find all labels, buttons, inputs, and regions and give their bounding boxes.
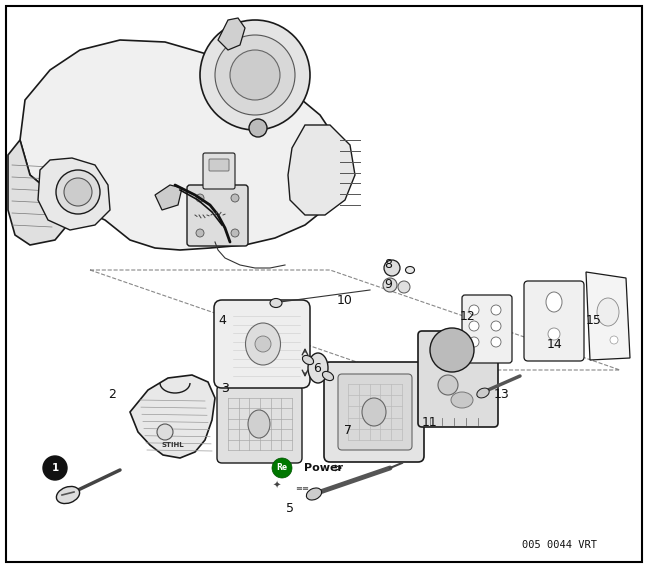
Circle shape xyxy=(43,456,67,480)
Polygon shape xyxy=(288,125,355,215)
Ellipse shape xyxy=(323,371,334,381)
FancyBboxPatch shape xyxy=(209,159,229,171)
FancyBboxPatch shape xyxy=(187,185,248,246)
Text: 005 0044 VRT: 005 0044 VRT xyxy=(522,540,597,550)
Ellipse shape xyxy=(303,356,314,365)
Circle shape xyxy=(469,337,479,347)
Circle shape xyxy=(430,328,474,372)
Circle shape xyxy=(469,321,479,331)
Polygon shape xyxy=(20,40,345,250)
Ellipse shape xyxy=(451,392,473,408)
Circle shape xyxy=(548,328,560,340)
Ellipse shape xyxy=(406,266,415,274)
Ellipse shape xyxy=(56,486,80,504)
Text: 2: 2 xyxy=(108,389,116,402)
Circle shape xyxy=(491,305,501,315)
Text: 11: 11 xyxy=(422,416,438,428)
Circle shape xyxy=(215,35,295,115)
Text: 8: 8 xyxy=(384,257,392,270)
Ellipse shape xyxy=(308,353,328,383)
Text: 5: 5 xyxy=(286,502,294,515)
Ellipse shape xyxy=(270,299,282,307)
Text: 7: 7 xyxy=(344,424,352,436)
Circle shape xyxy=(230,50,280,100)
Text: 3: 3 xyxy=(221,382,229,395)
Ellipse shape xyxy=(246,323,281,365)
Circle shape xyxy=(249,119,267,137)
Text: STIHL: STIHL xyxy=(162,442,184,448)
Polygon shape xyxy=(38,158,110,230)
Circle shape xyxy=(383,278,397,292)
Ellipse shape xyxy=(307,488,321,500)
Text: Power: Power xyxy=(304,463,343,473)
Circle shape xyxy=(398,281,410,293)
Circle shape xyxy=(384,260,400,276)
Text: 6: 6 xyxy=(313,361,321,374)
FancyBboxPatch shape xyxy=(214,300,310,388)
Circle shape xyxy=(272,458,292,478)
Circle shape xyxy=(491,321,501,331)
Circle shape xyxy=(231,229,239,237)
FancyBboxPatch shape xyxy=(524,281,584,361)
Text: 13: 13 xyxy=(494,387,510,400)
Circle shape xyxy=(196,229,204,237)
Polygon shape xyxy=(218,18,245,50)
Text: 9: 9 xyxy=(384,278,392,290)
Ellipse shape xyxy=(248,410,270,438)
Polygon shape xyxy=(130,375,215,458)
Circle shape xyxy=(491,337,501,347)
Text: ≡≡: ≡≡ xyxy=(295,483,309,492)
Ellipse shape xyxy=(477,388,489,398)
Circle shape xyxy=(200,20,310,130)
Circle shape xyxy=(610,336,618,344)
Circle shape xyxy=(231,194,239,202)
Ellipse shape xyxy=(546,292,562,312)
Circle shape xyxy=(157,424,173,440)
Circle shape xyxy=(255,336,271,352)
Text: Re: Re xyxy=(277,463,288,473)
Text: 1: 1 xyxy=(51,463,58,473)
Polygon shape xyxy=(155,185,182,210)
Polygon shape xyxy=(586,272,630,360)
Text: 14: 14 xyxy=(547,339,563,352)
Text: 15: 15 xyxy=(586,314,602,327)
Circle shape xyxy=(64,178,92,206)
Text: 4: 4 xyxy=(218,314,226,327)
Circle shape xyxy=(196,194,204,202)
Circle shape xyxy=(56,170,100,214)
FancyBboxPatch shape xyxy=(338,374,412,450)
Polygon shape xyxy=(8,140,65,245)
Ellipse shape xyxy=(597,298,619,326)
Ellipse shape xyxy=(362,398,386,426)
Circle shape xyxy=(438,375,458,395)
FancyBboxPatch shape xyxy=(203,153,235,189)
FancyBboxPatch shape xyxy=(418,331,498,427)
FancyBboxPatch shape xyxy=(217,385,302,463)
Text: 10: 10 xyxy=(337,294,353,307)
FancyBboxPatch shape xyxy=(462,295,512,363)
Circle shape xyxy=(469,305,479,315)
FancyBboxPatch shape xyxy=(324,362,424,462)
Text: ✦: ✦ xyxy=(273,481,281,491)
Text: 12: 12 xyxy=(460,310,476,323)
